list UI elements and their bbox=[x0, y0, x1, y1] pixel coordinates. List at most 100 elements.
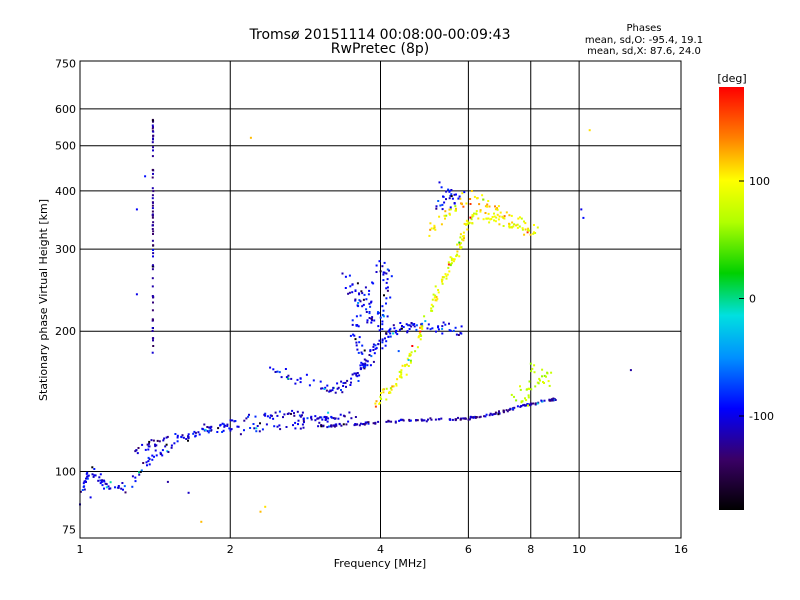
data-point bbox=[400, 376, 403, 379]
data-point bbox=[358, 374, 361, 377]
data-point bbox=[536, 226, 539, 229]
data-point bbox=[494, 208, 497, 211]
data-point bbox=[496, 213, 499, 216]
data-point bbox=[152, 295, 155, 298]
data-point bbox=[114, 486, 116, 489]
data-point bbox=[152, 172, 154, 175]
data-point bbox=[283, 413, 286, 416]
data-point bbox=[272, 368, 275, 371]
data-point bbox=[351, 283, 354, 286]
data-point bbox=[156, 439, 159, 442]
data-point bbox=[498, 223, 501, 226]
data-point bbox=[513, 395, 515, 398]
data-point bbox=[449, 208, 452, 211]
data-point bbox=[415, 419, 418, 422]
data-point bbox=[451, 197, 454, 200]
colorbar-label: [deg] bbox=[717, 72, 746, 85]
data-point bbox=[336, 387, 339, 390]
data-point bbox=[154, 443, 156, 446]
data-point bbox=[382, 273, 385, 276]
data-point bbox=[325, 416, 328, 419]
data-point bbox=[361, 363, 364, 366]
data-point bbox=[302, 418, 305, 420]
data-point bbox=[378, 329, 381, 332]
data-point bbox=[498, 215, 501, 218]
data-point bbox=[317, 425, 320, 428]
data-point bbox=[248, 413, 250, 416]
data-point bbox=[278, 410, 281, 413]
data-point bbox=[496, 207, 498, 210]
data-point bbox=[105, 483, 108, 486]
data-point bbox=[458, 243, 461, 246]
data-point bbox=[441, 208, 444, 211]
data-point bbox=[123, 485, 126, 488]
data-point bbox=[437, 291, 440, 294]
data-point bbox=[357, 325, 360, 328]
data-point bbox=[362, 303, 365, 306]
data-point bbox=[259, 510, 262, 513]
data-point bbox=[548, 399, 551, 402]
data-point bbox=[151, 119, 154, 122]
data-point bbox=[323, 388, 326, 390]
data-point bbox=[438, 215, 441, 218]
data-point bbox=[389, 332, 392, 335]
data-point bbox=[320, 416, 323, 419]
data-point bbox=[321, 387, 324, 390]
data-point bbox=[516, 405, 519, 408]
data-point bbox=[101, 479, 104, 482]
data-point bbox=[496, 208, 499, 211]
data-point bbox=[406, 331, 409, 334]
data-point bbox=[152, 244, 155, 247]
data-point bbox=[290, 377, 293, 380]
data-point bbox=[296, 378, 299, 381]
data-point bbox=[294, 382, 297, 385]
data-point bbox=[429, 417, 432, 420]
data-point bbox=[399, 419, 402, 422]
data-point bbox=[488, 221, 491, 224]
data-point bbox=[151, 168, 154, 171]
data-point bbox=[401, 325, 403, 327]
data-point bbox=[330, 415, 333, 418]
data-point bbox=[353, 334, 356, 337]
data-point bbox=[447, 188, 450, 191]
data-point bbox=[381, 305, 384, 308]
data-point bbox=[146, 464, 148, 467]
data-point bbox=[369, 350, 372, 353]
data-point bbox=[534, 403, 537, 406]
data-point bbox=[393, 327, 396, 330]
data-point bbox=[395, 384, 398, 387]
data-point bbox=[346, 379, 349, 382]
data-point bbox=[377, 420, 380, 423]
data-point bbox=[351, 319, 354, 322]
data-point bbox=[99, 482, 102, 485]
data-point bbox=[484, 415, 487, 418]
data-point bbox=[362, 298, 365, 301]
data-point bbox=[320, 387, 323, 390]
data-point bbox=[155, 454, 158, 457]
data-point bbox=[456, 243, 459, 246]
data-point bbox=[135, 293, 138, 296]
data-point bbox=[458, 241, 461, 244]
data-point bbox=[198, 433, 201, 436]
data-point bbox=[459, 242, 462, 245]
data-point bbox=[373, 319, 376, 322]
data-point bbox=[139, 470, 142, 473]
data-point bbox=[486, 205, 489, 208]
data-point bbox=[385, 272, 388, 275]
data-point bbox=[335, 423, 338, 426]
data-point bbox=[135, 208, 138, 211]
data-point bbox=[371, 316, 374, 319]
data-point bbox=[453, 202, 456, 204]
data-point bbox=[419, 333, 422, 336]
data-point bbox=[396, 378, 399, 381]
data-point bbox=[99, 473, 102, 476]
data-point bbox=[353, 372, 356, 375]
data-point bbox=[547, 380, 550, 383]
data-point bbox=[101, 484, 104, 487]
data-point bbox=[221, 431, 224, 433]
data-point bbox=[488, 414, 491, 417]
data-point bbox=[84, 480, 87, 483]
data-point bbox=[450, 257, 453, 260]
data-point bbox=[432, 293, 435, 296]
data-point bbox=[388, 390, 391, 393]
